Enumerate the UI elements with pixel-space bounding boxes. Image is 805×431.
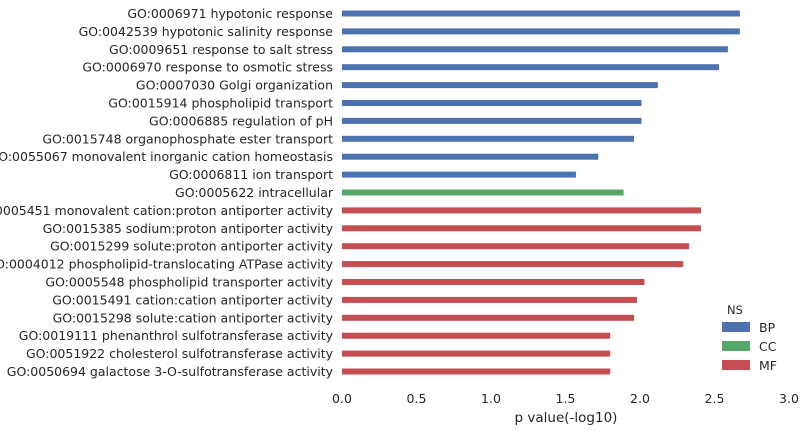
category-label-15: GO:0004012 phospholipid-translocating AT… bbox=[0, 257, 334, 272]
bar-2 bbox=[342, 28, 740, 35]
category-label-20: GO:0051922 cholesterol sulfotransferase … bbox=[26, 346, 334, 361]
bar-6 bbox=[342, 100, 642, 106]
x-axis-title: p value(-log10) bbox=[515, 410, 618, 426]
bar-19 bbox=[342, 332, 611, 339]
legend-swatch-cc bbox=[722, 341, 750, 351]
bar-1 bbox=[342, 10, 740, 17]
category-label-1: GO:0006971 hypotonic response bbox=[127, 6, 333, 21]
category-label-18: GO:0015298 solute:cation antiporter acti… bbox=[53, 310, 334, 325]
category-label-19: GO:0019111 phenanthrol sulfotransferase … bbox=[19, 328, 334, 343]
bar-3 bbox=[342, 46, 728, 53]
category-label-10: GO:0006811 ion transport bbox=[169, 167, 333, 182]
category-label-14: GO:0015299 solute:proton antiporter acti… bbox=[50, 239, 333, 254]
category-label-2: GO:0042539 hypotonic salinity response bbox=[79, 24, 334, 39]
legend-entries: BP CC MF bbox=[722, 320, 777, 373]
legend-label-bp: BP bbox=[759, 320, 776, 335]
x-tick-label-6: 2.5 bbox=[705, 391, 725, 406]
bar-14 bbox=[342, 243, 690, 250]
category-labels: GO:0006971 hypotonic response GO:0042539 … bbox=[0, 6, 334, 379]
category-label-11: GO:0005622 intracellular bbox=[175, 185, 334, 200]
bar-11 bbox=[342, 189, 624, 196]
bar-13 bbox=[342, 225, 702, 232]
category-label-3: GO:0009651 response to salt stress bbox=[109, 42, 333, 57]
x-tick-label-3: 1.0 bbox=[481, 391, 501, 406]
category-label-5: GO:0007030 Golgi organization bbox=[136, 78, 333, 93]
x-tick-label-7: 3.0 bbox=[779, 391, 799, 406]
bar-10 bbox=[342, 171, 576, 178]
legend: NS BP CC MF bbox=[722, 303, 777, 373]
category-label-8: GO:0015748 organophosphate ester transpo… bbox=[42, 131, 333, 146]
category-label-12: GO:0005451 monovalent cation:proton anti… bbox=[0, 203, 334, 218]
legend-label-cc: CC bbox=[759, 339, 777, 354]
category-label-7: GO:0006885 regulation of pH bbox=[149, 113, 333, 128]
bar-17 bbox=[342, 296, 638, 303]
legend-swatch-bp bbox=[722, 322, 750, 332]
x-tick-label-5: 2.0 bbox=[630, 391, 650, 406]
category-label-21: GO:0050694 galactose 3-O-sulfotransferas… bbox=[7, 364, 334, 379]
x-axis-ticks: 0.0 0.5 1.0 1.5 2.0 2.5 3.0 bbox=[332, 391, 799, 406]
bars-layer bbox=[342, 10, 740, 375]
category-label-13: GO:0015385 sodium:proton antiporter acti… bbox=[43, 221, 334, 236]
bar-12 bbox=[342, 207, 702, 214]
category-label-16: GO:0005548 phospholipid transporter acti… bbox=[45, 275, 333, 290]
x-tick-label-2: 0.5 bbox=[407, 391, 427, 406]
bar-18 bbox=[342, 314, 635, 321]
bar-21 bbox=[342, 368, 611, 375]
legend-label-mf: MF bbox=[759, 358, 777, 373]
legend-swatch-mf bbox=[722, 360, 750, 370]
bar-5 bbox=[342, 82, 658, 89]
category-label-4: GO:0006970 response to osmotic stress bbox=[82, 60, 333, 75]
category-label-17: GO:0015491 cation:cation antiporter acti… bbox=[52, 292, 333, 307]
bar-7 bbox=[342, 117, 642, 124]
x-tick-label-1: 0.0 bbox=[332, 391, 352, 406]
category-label-9: GO:0055067 monovalent inorganic cation h… bbox=[0, 149, 333, 164]
bar-8 bbox=[342, 135, 635, 142]
bar-4 bbox=[342, 64, 719, 71]
bar-9 bbox=[342, 153, 599, 160]
x-tick-label-4: 1.5 bbox=[556, 391, 576, 406]
bar-16 bbox=[342, 279, 645, 285]
bar-20 bbox=[342, 350, 611, 357]
category-label-6: GO:0015914 phospholipid transport bbox=[108, 96, 333, 111]
legend-title: NS bbox=[727, 303, 743, 317]
bar-15 bbox=[342, 261, 684, 268]
